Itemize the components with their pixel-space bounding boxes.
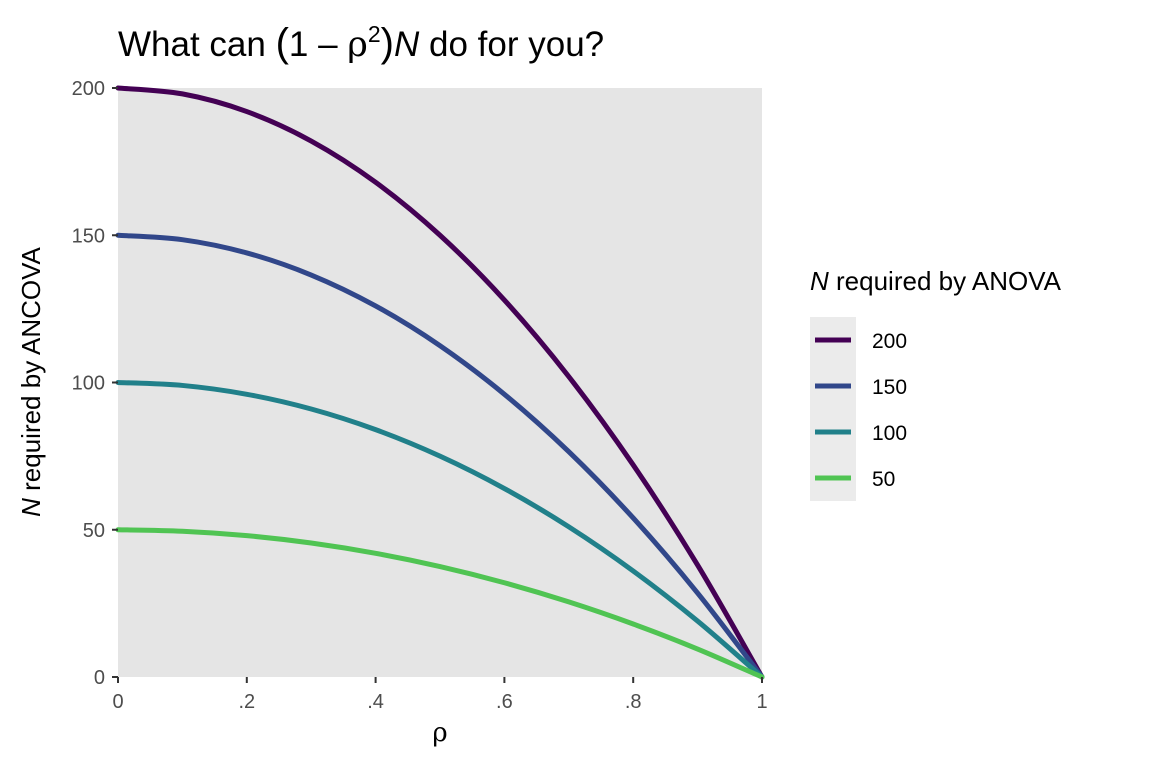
y-axis-title: N required by ANCOVA	[16, 246, 46, 516]
title-n: N	[394, 25, 420, 64]
series-line-200	[115, 85, 765, 680]
y-tick-label: 100	[72, 373, 105, 395]
y-tick-label: 200	[72, 78, 105, 100]
x-tick-label: 0	[112, 691, 123, 713]
series-lines	[115, 85, 765, 680]
title-open-paren: (	[276, 21, 290, 65]
title-one-minus: 1 –	[289, 25, 347, 64]
y-tick-label: 50	[83, 520, 105, 542]
legend-title-n: N	[810, 266, 829, 296]
legend-label-150: 150	[872, 376, 907, 399]
series-line-150	[115, 232, 765, 680]
x-tick-label: .8	[625, 691, 642, 713]
y-tick-label: 0	[94, 667, 105, 689]
plot-panel	[118, 88, 762, 677]
title-rho: ρ	[347, 25, 368, 65]
legend-title-rest: required by ANOVA	[829, 266, 1062, 296]
y-axis-title-n: N	[16, 498, 46, 517]
title-close-paren: )	[381, 21, 394, 65]
title-superscript: 2	[368, 21, 381, 47]
series-line-100	[115, 380, 765, 680]
series-line-50	[115, 527, 765, 680]
x-tick-label: .6	[496, 691, 513, 713]
x-axis: 0 .2 .4 .6 .8 1	[112, 677, 768, 713]
y-axis-title-rest: required by ANCOVA	[16, 246, 46, 498]
legend: 200 150 100 50	[810, 317, 907, 501]
x-tick-label: 1	[756, 691, 767, 713]
chart-title: What can (1 – ρ2)N do for you?	[118, 21, 604, 65]
title-suffix: do for you?	[419, 25, 604, 64]
y-tick-label: 150	[72, 225, 105, 247]
legend-label-50: 50	[872, 468, 895, 491]
legend-title: N required by ANOVA	[810, 266, 1062, 296]
legend-label-200: 200	[872, 330, 907, 353]
x-tick-label: .2	[238, 691, 255, 713]
legend-key-background	[810, 317, 856, 501]
y-axis: 0 50 100 150 200	[72, 78, 118, 689]
legend-label-100: 100	[872, 422, 907, 445]
x-tick-label: .4	[367, 691, 384, 713]
x-axis-title: ρ	[432, 718, 447, 748]
title-prefix: What can	[118, 25, 276, 64]
